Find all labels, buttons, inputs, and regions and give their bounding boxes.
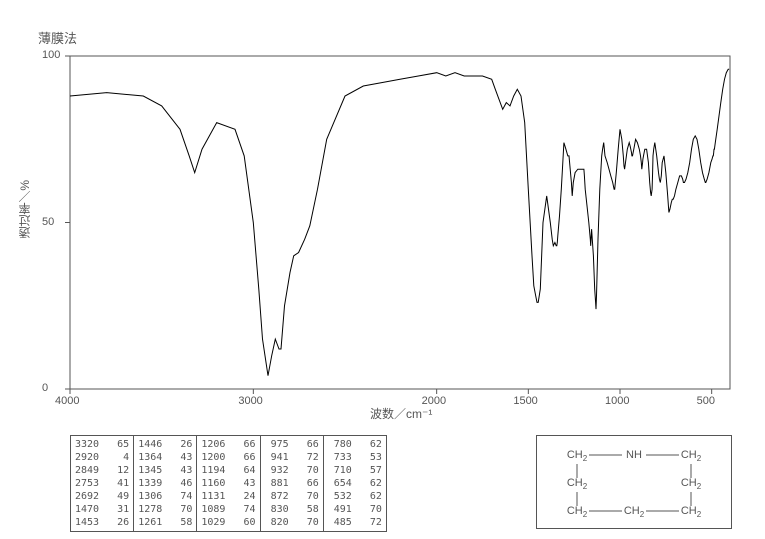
svg-text:CH2: CH2 [624,505,645,519]
peak-row: 2753 41 [75,477,129,490]
svg-text:CH2: CH2 [681,477,702,491]
peak-row: 1339 46 [138,477,192,490]
peak-column: 780 62 733 53 710 57 654 62 532 62 491 7… [324,436,386,531]
x-tick-label: 1500 [513,395,537,407]
ir-spectrum-chart [0,0,765,430]
peak-row: 1089 74 [201,503,255,516]
x-axis-label: 波数／cm⁻¹ [370,405,432,422]
peak-row: 1194 64 [201,464,255,477]
svg-text:CH2: CH2 [681,505,702,519]
peak-row: 1453 26 [75,516,129,529]
svg-text:CH2: CH2 [567,477,588,491]
peak-row: 1131 24 [201,490,255,503]
svg-text:CH2: CH2 [567,505,588,519]
peak-row: 491 70 [328,503,382,516]
x-tick-label: 2000 [422,395,446,407]
peak-row: 1206 66 [201,438,255,451]
peak-column: 1446 261364 431345 431339 461306 741278 … [134,436,197,531]
peak-row: 1029 60 [201,516,255,529]
molecular-structure: CH2 NH CH2 CH2 CH2 CH2 CH2 CH2 [536,435,732,529]
peak-row: 975 66 [265,438,319,451]
svg-text:CH2: CH2 [681,449,702,463]
peak-row: 2920 4 [75,451,129,464]
svg-text:NH: NH [626,449,642,461]
peak-column: 3320 652920 42849 122753 412692 491470 3… [71,436,134,531]
peak-row: 710 57 [328,464,382,477]
peak-row: 872 70 [265,490,319,503]
peak-row: 1306 74 [138,490,192,503]
x-tick-label: 3000 [238,395,262,407]
y-tick-label: 100 [42,49,60,61]
peak-row: 3320 65 [75,438,129,451]
peak-row: 941 72 [265,451,319,464]
y-tick-label: 0 [42,382,48,394]
peak-row: 830 58 [265,503,319,516]
peak-column: 1206 661200 661194 641160 431131 241089 … [197,436,260,531]
peak-row: 1446 26 [138,438,192,451]
x-tick-label: 1000 [605,395,629,407]
peak-row: 820 70 [265,516,319,529]
peak-row: 1200 66 [201,451,255,464]
peak-row: 780 62 [328,438,382,451]
y-tick-label: 50 [42,216,54,228]
peak-row: 532 62 [328,490,382,503]
peak-row: 1278 70 [138,503,192,516]
peak-row: 881 66 [265,477,319,490]
peak-row: 1364 43 [138,451,192,464]
peak-row: 1345 43 [138,464,192,477]
x-tick-label: 4000 [55,395,79,407]
peak-row: 1470 31 [75,503,129,516]
peak-column: 975 66 941 72 932 70 881 66 872 70 830 5… [261,436,324,531]
peak-row: 733 53 [328,451,382,464]
peak-row: 485 72 [328,516,382,529]
x-tick-label: 500 [697,395,715,407]
peak-row: 1261 58 [138,516,192,529]
peak-row: 2849 12 [75,464,129,477]
peak-row: 2692 49 [75,490,129,503]
peak-data-table: 3320 652920 42849 122753 412692 491470 3… [70,435,387,532]
peak-row: 1160 43 [201,477,255,490]
svg-text:CH2: CH2 [567,449,588,463]
peak-row: 654 62 [328,477,382,490]
peak-row: 932 70 [265,464,319,477]
y-axis-label: 透过率／% [16,180,33,239]
